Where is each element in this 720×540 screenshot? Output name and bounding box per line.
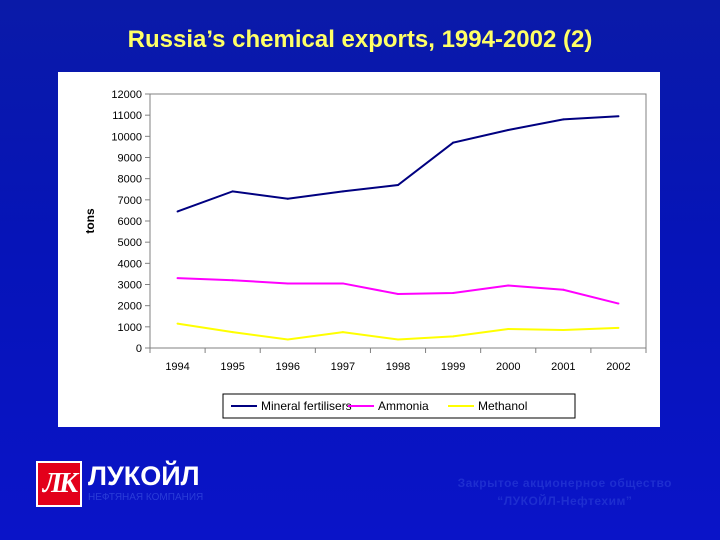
legend-label: Methanol [478,399,527,413]
series-2-point [452,291,455,294]
series-1-point [507,128,510,131]
company-line-2: “ЛУКОЙЛ-Нефтехим” [497,494,633,508]
y-axis: 0 1000 2000 3000 4000 5000 6000 7000 8000 9000 100… [111,89,150,355]
x-tick-label: 1995 [220,361,244,373]
series-2-point [286,282,289,285]
company-line-1: Закрытое акционерное общество [457,476,672,490]
slide-title: Russia’s chemical exports, 1994-2002 (2) [127,26,593,53]
chart-panel: 0 1000 2000 3000 4000 5000 6000 7000 8000 9000 100… [58,72,660,427]
series-3-point [286,338,289,341]
y-tick-label: 2000 [118,301,142,313]
y-tick-label: 7000 [118,195,142,207]
lukoil-logo: ЛК ЛУКОЙЛ НЕФТЯНАЯ КОМПАНИЯ [36,461,236,511]
x-tick-label: 2001 [551,361,575,373]
y-tick-label: 1000 [118,322,142,334]
series-2-point [507,284,510,287]
x-tick-label: 1999 [441,361,465,373]
legend-box [222,393,576,419]
y-tick-label: 11000 [112,110,142,122]
x-tick-label: 1997 [331,361,355,373]
series-3-point [452,335,455,338]
x-axis: 1994 1995 1996 1997 1998 1999 2000 2001 2002 [149,348,647,373]
x-tick-label: 1998 [386,361,410,373]
series-1-point [176,210,179,213]
y-tick-label: 5000 [118,237,142,249]
y-tick-label: 6000 [118,216,142,228]
series-1-point [617,115,620,118]
y-axis-label: tons [83,208,97,234]
logo-name: ЛУКОЙЛ [88,461,200,491]
series-3-point [562,329,565,332]
y-tick-label: 8000 [118,174,142,186]
y-tick-label: 9000 [118,153,142,165]
series-2-point [176,277,179,280]
legend-label: Mineral fertilisers [261,399,352,413]
series-1-point [231,190,234,193]
series-3-point [231,331,234,334]
legend: Mineral fertilisers Ammonia Methanol [231,399,527,413]
logo-subtitle: НЕФТЯНАЯ КОМПАНИЯ [88,492,204,503]
series-2-point [397,293,399,296]
series-2-point [562,288,565,291]
x-tick-label: 2002 [606,361,630,373]
series-2-point [341,282,344,285]
y-tick-label: 0 [136,343,142,355]
x-tick-label: 1994 [165,361,189,373]
x-tick-label: 2000 [496,361,520,373]
company-name: Закрытое акционерное общество “ЛУКОЙЛ-Не… [458,474,672,510]
series-1-point [452,141,455,144]
series-2-point [617,302,620,305]
series-1-point [286,197,289,200]
series-3-point [341,331,344,334]
line-chart: 0 1000 2000 3000 4000 5000 6000 7000 8000 9000 100… [83,89,647,419]
series-1-point [397,184,399,187]
legend-label: Ammonia [378,399,429,413]
series-2-point [231,279,234,282]
y-tick-label: 12000 [111,89,142,101]
series-3-point [176,322,179,325]
series-3-point [397,338,399,341]
series-1-point [562,118,565,121]
plot-area [149,93,647,349]
series-lines [176,115,620,341]
y-tick-label: 4000 [118,258,142,270]
series-3-point [617,326,620,329]
y-tick-label: 3000 [118,280,142,292]
y-tick-label: 10000 [111,131,142,143]
series-3-point [507,327,510,330]
x-tick-label: 1996 [276,361,300,373]
series-1-point [341,190,344,193]
lukoil-mark-icon: ЛК [36,461,82,507]
